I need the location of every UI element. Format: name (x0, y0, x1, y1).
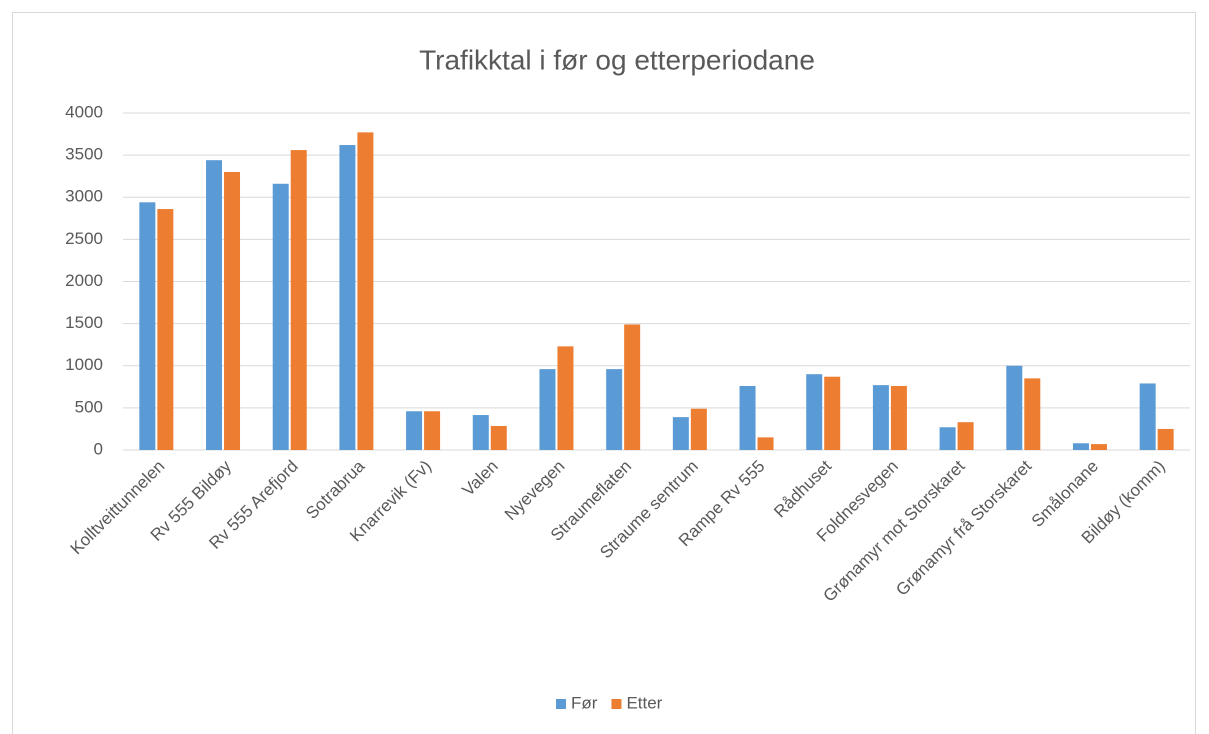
bar (424, 411, 441, 450)
bar (890, 385, 907, 450)
legend-label: Etter (626, 693, 662, 712)
y-tick-label: 3500 (65, 145, 103, 164)
bar (872, 385, 889, 450)
bar (739, 385, 756, 450)
bar (1157, 428, 1174, 450)
bar (824, 376, 841, 450)
bar (224, 171, 241, 450)
legend-swatch (611, 699, 622, 709)
bar (1090, 444, 1107, 450)
bar (806, 374, 823, 450)
legend-swatch (556, 699, 566, 709)
bar (957, 422, 974, 450)
bar (939, 427, 956, 450)
y-tick-label: 1000 (65, 355, 103, 374)
bar (290, 150, 307, 450)
y-tick-label: 0 (94, 439, 103, 458)
bar (490, 425, 507, 450)
bar (606, 369, 623, 450)
bar (206, 160, 223, 450)
chart-title: Trafikktal i før og etterperiodane (419, 44, 815, 75)
y-tick-label: 2500 (65, 229, 103, 248)
bar (672, 417, 689, 450)
bar (157, 209, 174, 450)
bar (139, 202, 156, 450)
bar (1024, 378, 1041, 450)
bar (339, 145, 356, 450)
y-tick-label: 1500 (65, 313, 103, 332)
y-tick-label: 500 (75, 397, 103, 416)
bar (557, 346, 574, 450)
bar (357, 132, 374, 450)
legend-label: Før (571, 693, 598, 712)
bar (1072, 443, 1089, 450)
bar (624, 324, 641, 450)
bar (757, 437, 774, 450)
bar (406, 411, 423, 450)
bar (1006, 365, 1023, 450)
y-tick-label: 3000 (65, 187, 103, 206)
bar (539, 369, 556, 450)
bar (472, 415, 489, 450)
bar (1139, 383, 1156, 450)
bar (272, 183, 289, 450)
y-tick-label: 2000 (65, 271, 103, 290)
bar (690, 408, 707, 450)
y-tick-label: 4000 (65, 102, 103, 121)
